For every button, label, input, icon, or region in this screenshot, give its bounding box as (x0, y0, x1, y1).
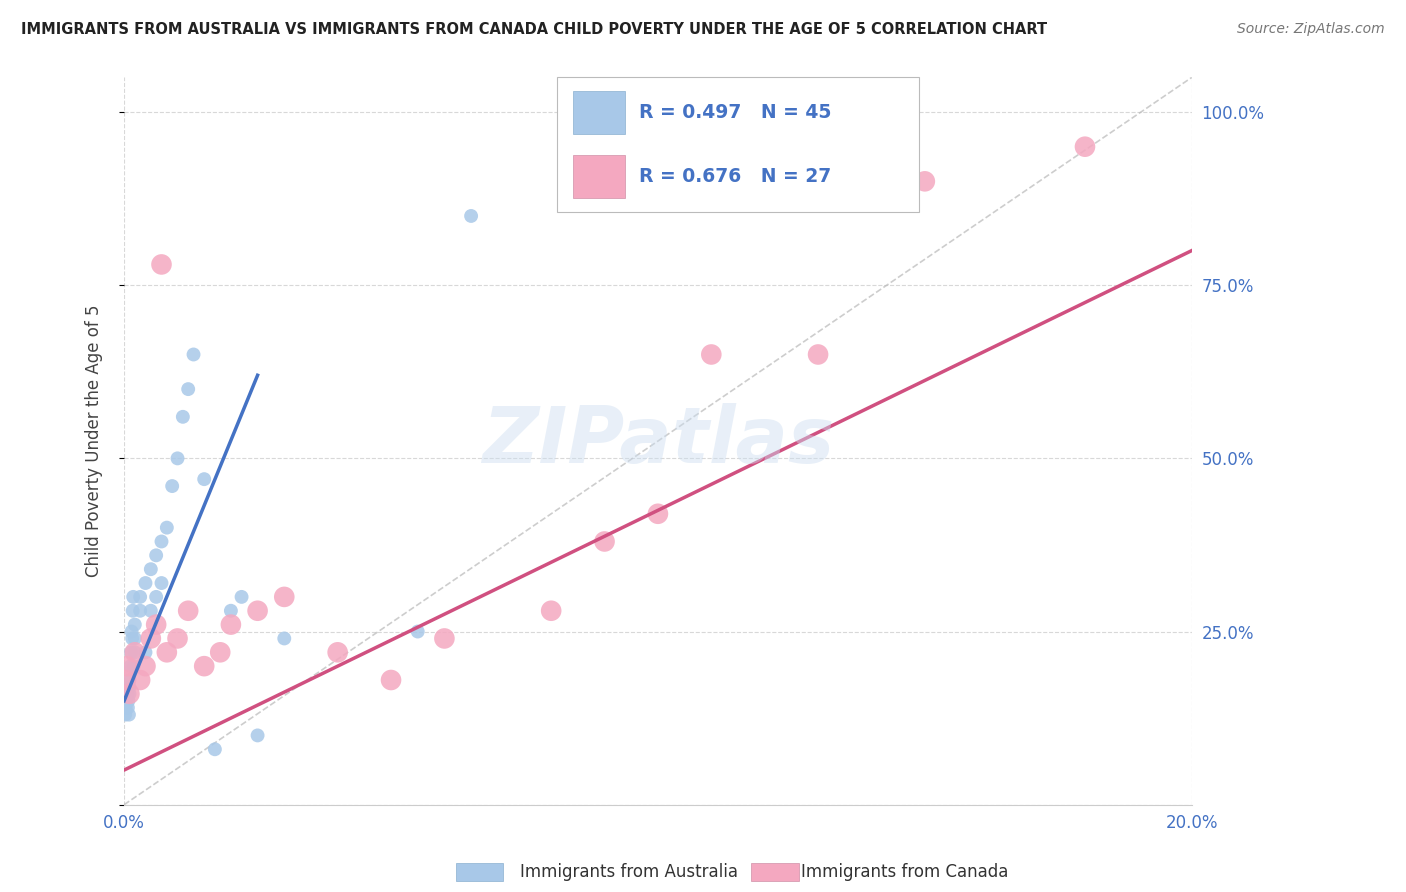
Point (326, 645, 349, 659)
Point (115, 659, 138, 673)
Point (160, 479, 183, 493)
Point (118, 673, 141, 687)
Point (124, 645, 146, 659)
Point (145, 617, 167, 632)
Point (219, 617, 242, 632)
Point (121, 624, 143, 639)
Point (647, 507, 669, 521)
Text: ZIPatlas: ZIPatlas (482, 403, 834, 479)
Point (134, 576, 156, 591)
Point (433, 632, 456, 646)
Point (134, 645, 156, 659)
Point (540, 604, 562, 618)
Point (166, 632, 188, 646)
Text: R = 0.497   N = 45: R = 0.497 N = 45 (638, 103, 831, 122)
Point (121, 632, 143, 646)
Point (172, 409, 194, 424)
Point (273, 590, 295, 604)
Text: IMMIGRANTS FROM AUSTRALIA VS IMMIGRANTS FROM CANADA CHILD POVERTY UNDER THE AGE : IMMIGRANTS FROM AUSTRALIA VS IMMIGRANTS … (21, 22, 1047, 37)
Point (209, 645, 232, 659)
Point (115, 687, 138, 701)
Point (177, 604, 200, 618)
Point (150, 576, 173, 591)
Point (139, 604, 162, 618)
Point (406, 624, 429, 639)
Point (129, 604, 152, 618)
Point (134, 659, 156, 673)
Point (246, 604, 269, 618)
Point (177, 382, 200, 396)
Point (120, 645, 142, 659)
Point (145, 549, 167, 563)
Point (129, 590, 152, 604)
Point (114, 673, 136, 687)
Point (700, 347, 723, 361)
Point (129, 673, 152, 687)
Point (124, 645, 146, 659)
Point (166, 451, 188, 466)
Point (150, 534, 173, 549)
Point (807, 347, 830, 361)
Point (118, 680, 141, 694)
Text: Source: ZipAtlas.com: Source: ZipAtlas.com (1237, 22, 1385, 37)
Point (124, 617, 146, 632)
Point (122, 659, 145, 673)
Point (246, 728, 269, 742)
Point (118, 687, 141, 701)
Point (139, 632, 162, 646)
Point (193, 472, 215, 486)
Point (118, 707, 141, 722)
Point (114, 700, 136, 714)
FancyBboxPatch shape (572, 155, 624, 198)
Point (114, 707, 136, 722)
FancyBboxPatch shape (572, 92, 624, 135)
Point (118, 687, 141, 701)
Point (124, 632, 146, 646)
Point (204, 742, 226, 756)
Point (145, 590, 167, 604)
Point (380, 673, 402, 687)
Point (183, 347, 205, 361)
Point (914, 174, 936, 188)
Point (193, 659, 215, 673)
Point (122, 590, 145, 604)
Point (156, 645, 179, 659)
Point (273, 632, 295, 646)
Point (120, 659, 142, 673)
Point (150, 257, 173, 271)
Point (117, 694, 139, 708)
Text: R = 0.676   N = 27: R = 0.676 N = 27 (638, 167, 831, 186)
Point (117, 687, 139, 701)
Point (139, 562, 162, 576)
Point (115, 694, 138, 708)
Point (1074, 139, 1097, 153)
Text: Immigrants from Australia: Immigrants from Australia (520, 863, 738, 881)
Text: Immigrants from Canada: Immigrants from Canada (801, 863, 1008, 881)
Point (156, 521, 179, 535)
Point (593, 534, 616, 549)
FancyBboxPatch shape (557, 78, 920, 212)
Point (219, 604, 242, 618)
Point (117, 700, 139, 714)
Y-axis label: Child Poverty Under the Age of 5: Child Poverty Under the Age of 5 (86, 305, 103, 577)
Point (231, 590, 253, 604)
Point (121, 604, 143, 618)
Point (460, 209, 482, 223)
